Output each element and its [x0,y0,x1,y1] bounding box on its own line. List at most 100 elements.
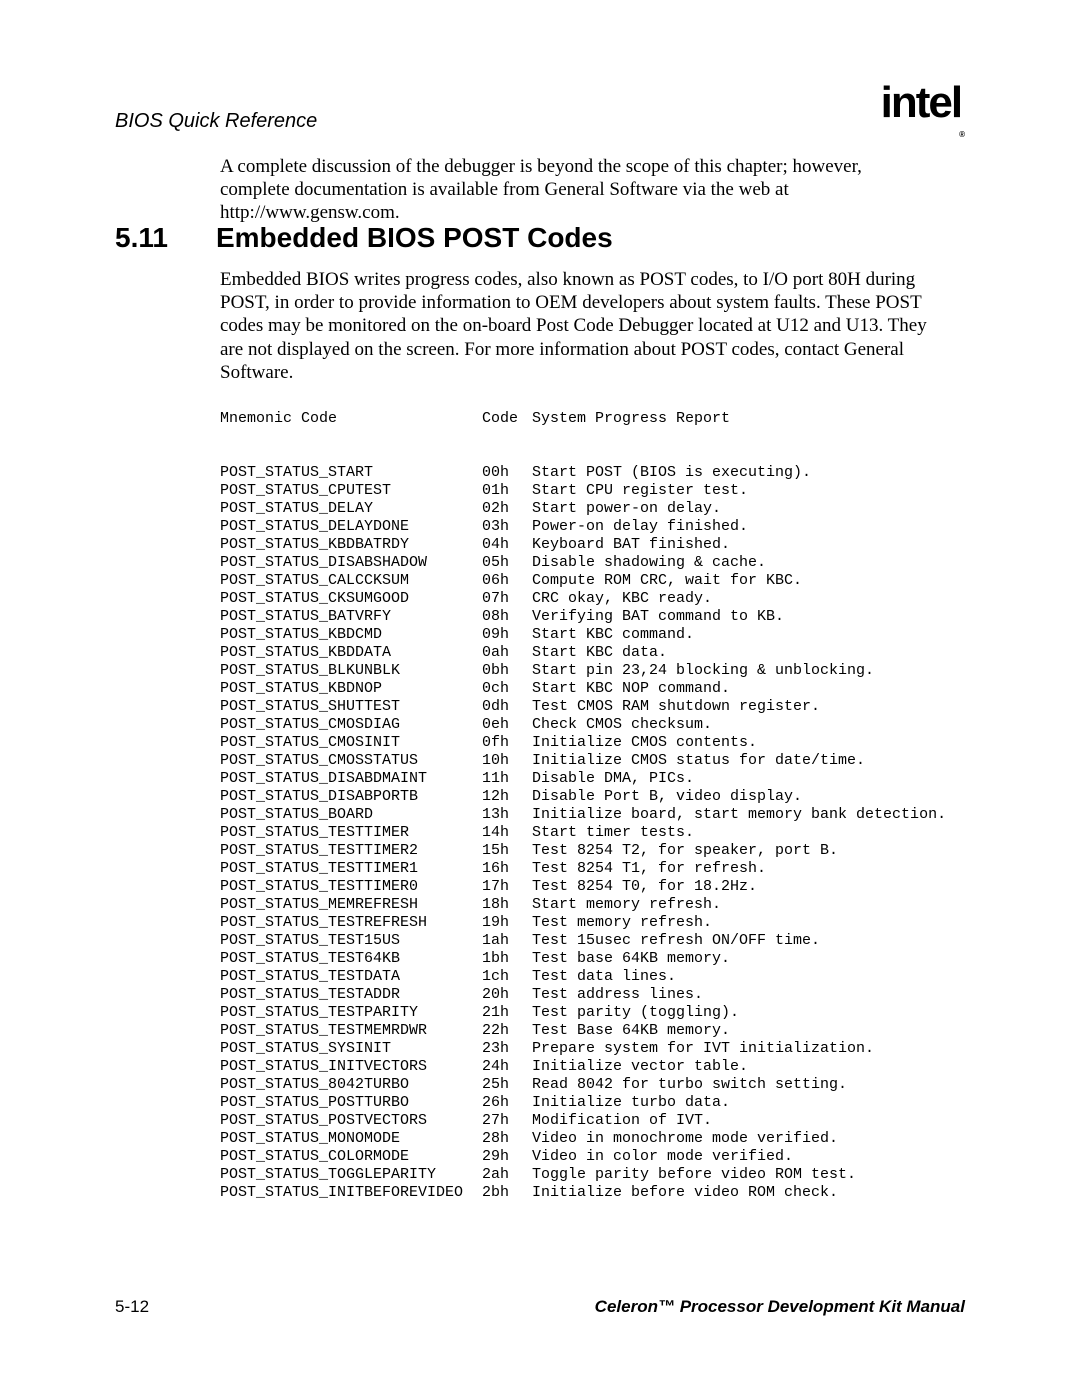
table-row: POST_STATUS_TESTDATA1chTest data lines. [220,968,965,986]
cell-mnemonic: POST_STATUS_8042TURBO [220,1076,482,1094]
cell-desc: Read 8042 for turbo switch setting. [532,1076,965,1094]
cell-desc: Test address lines. [532,986,965,1004]
page-footer: 5-12 Celeron™ Processor Development Kit … [115,1297,965,1317]
cell-mnemonic: POST_STATUS_SHUTTEST [220,698,482,716]
section-title: Embedded BIOS POST Codes [216,222,613,254]
cell-mnemonic: POST_STATUS_KBDNOP [220,680,482,698]
col-header-desc: System Progress Report [532,410,965,428]
cell-code: 11h [482,770,532,788]
cell-mnemonic: POST_STATUS_DELAYDONE [220,518,482,536]
cell-code: 21h [482,1004,532,1022]
cell-mnemonic: POST_STATUS_TESTPARITY [220,1004,482,1022]
cell-desc: Disable shadowing & cache. [532,554,965,572]
cell-code: 2ah [482,1166,532,1184]
table-row: POST_STATUS_DELAYDONE03hPower-on delay f… [220,518,965,536]
table-row: POST_STATUS_TEST64KB1bhTest base 64KB me… [220,950,965,968]
cell-desc: Initialize CMOS contents. [532,734,965,752]
cell-mnemonic: POST_STATUS_BLKUNBLK [220,662,482,680]
cell-desc: Start POST (BIOS is executing). [532,464,965,482]
cell-code: 0ch [482,680,532,698]
cell-desc: Start power-on delay. [532,500,965,518]
cell-mnemonic: POST_STATUS_DISABPORTB [220,788,482,806]
cell-code: 1ch [482,968,532,986]
manual-title: Celeron™ Processor Development Kit Manua… [595,1297,965,1317]
cell-code: 1bh [482,950,532,968]
cell-desc: Test CMOS RAM shutdown register. [532,698,965,716]
post-codes-table: Mnemonic CodeCodeSystem Progress Report … [220,374,965,1220]
cell-mnemonic: POST_STATUS_BOARD [220,806,482,824]
cell-mnemonic: POST_STATUS_CMOSSTATUS [220,752,482,770]
cell-mnemonic: POST_STATUS_TESTREFRESH [220,914,482,932]
table-row: POST_STATUS_COLORMODE29hVideo in color m… [220,1148,965,1166]
cell-desc: Video in monochrome mode verified. [532,1130,965,1148]
cell-mnemonic: POST_STATUS_START [220,464,482,482]
cell-desc: Initialize before video ROM check. [532,1184,965,1202]
cell-desc: Start CPU register test. [532,482,965,500]
cell-desc: Test parity (toggling). [532,1004,965,1022]
cell-code: 05h [482,554,532,572]
cell-mnemonic: POST_STATUS_KBDCMD [220,626,482,644]
cell-desc: Keyboard BAT finished. [532,536,965,554]
cell-desc: Video in color mode verified. [532,1148,965,1166]
cell-mnemonic: POST_STATUS_DISABSHADOW [220,554,482,572]
table-row: POST_STATUS_TESTTIMER215hTest 8254 T2, f… [220,842,965,860]
cell-code: 0eh [482,716,532,734]
cell-desc: Test 8254 T1, for refresh. [532,860,965,878]
cell-mnemonic: POST_STATUS_TOGGLEPARITY [220,1166,482,1184]
cell-mnemonic: POST_STATUS_CKSUMGOOD [220,590,482,608]
cell-code: 28h [482,1130,532,1148]
cell-mnemonic: POST_STATUS_BATVRFY [220,608,482,626]
cell-code: 22h [482,1022,532,1040]
cell-desc: Test data lines. [532,968,965,986]
cell-code: 03h [482,518,532,536]
cell-desc: Test base 64KB memory. [532,950,965,968]
cell-mnemonic: POST_STATUS_POSTVECTORS [220,1112,482,1130]
table-row: POST_STATUS_CALCCKSUM06hCompute ROM CRC,… [220,572,965,590]
cell-mnemonic: POST_STATUS_TESTADDR [220,986,482,1004]
section-heading: 5.11 Embedded BIOS POST Codes [115,222,930,254]
table-row: POST_STATUS_TESTTIMER14hStart timer test… [220,824,965,842]
col-header-code: Code [482,410,532,428]
cell-desc: Start memory refresh. [532,896,965,914]
cell-mnemonic: POST_STATUS_TESTTIMER0 [220,878,482,896]
cell-code: 0bh [482,662,532,680]
table-row: POST_STATUS_TESTTIMER116hTest 8254 T1, f… [220,860,965,878]
intro-paragraph: A complete discussion of the debugger is… [220,155,930,225]
table-row: POST_STATUS_POSTTURBO26hInitialize turbo… [220,1094,965,1112]
logo-text: intel [881,78,961,127]
logo-registered: ® [959,130,963,139]
col-header-mnemonic: Mnemonic Code [220,410,482,428]
cell-code: 23h [482,1040,532,1058]
cell-mnemonic: POST_STATUS_CPUTEST [220,482,482,500]
cell-desc: CRC okay, KBC ready. [532,590,965,608]
cell-code: 1ah [482,932,532,950]
table-row: POST_STATUS_CMOSSTATUS10hInitialize CMOS… [220,752,965,770]
cell-desc: Initialize board, start memory bank dete… [532,806,965,824]
cell-code: 09h [482,626,532,644]
cell-code: 18h [482,896,532,914]
page-header: BIOS Quick Reference intel® [115,82,965,133]
cell-mnemonic: POST_STATUS_CMOSDIAG [220,716,482,734]
cell-desc: Start pin 23,24 blocking & unblocking. [532,662,965,680]
cell-mnemonic: POST_STATUS_COLORMODE [220,1148,482,1166]
cell-code: 24h [482,1058,532,1076]
table-row: POST_STATUS_BOARD13hInitialize board, st… [220,806,965,824]
intel-logo: intel® [881,78,965,129]
cell-mnemonic: POST_STATUS_DELAY [220,500,482,518]
cell-mnemonic: POST_STATUS_CMOSINIT [220,734,482,752]
cell-desc: Disable Port B, video display. [532,788,965,806]
cell-mnemonic: POST_STATUS_INITBEFOREVIDEO [220,1184,482,1202]
table-row: POST_STATUS_TOGGLEPARITY2ahToggle parity… [220,1166,965,1184]
table-row: POST_STATUS_BLKUNBLK0bhStart pin 23,24 b… [220,662,965,680]
table-row: POST_STATUS_KBDBATRDY04hKeyboard BAT fin… [220,536,965,554]
table-row: POST_STATUS_KBDNOP0chStart KBC NOP comma… [220,680,965,698]
cell-mnemonic: POST_STATUS_TESTTIMER [220,824,482,842]
table-row: POST_STATUS_TEST15US1ahTest 15usec refre… [220,932,965,950]
table-row: POST_STATUS_INITVECTORS24hInitialize vec… [220,1058,965,1076]
table-row: POST_STATUS_KBDDATA0ahStart KBC data. [220,644,965,662]
cell-mnemonic: POST_STATUS_MONOMODE [220,1130,482,1148]
table-row: POST_STATUS_8042TURBO25hRead 8042 for tu… [220,1076,965,1094]
cell-code: 04h [482,536,532,554]
cell-code: 01h [482,482,532,500]
cell-mnemonic: POST_STATUS_KBDBATRDY [220,536,482,554]
